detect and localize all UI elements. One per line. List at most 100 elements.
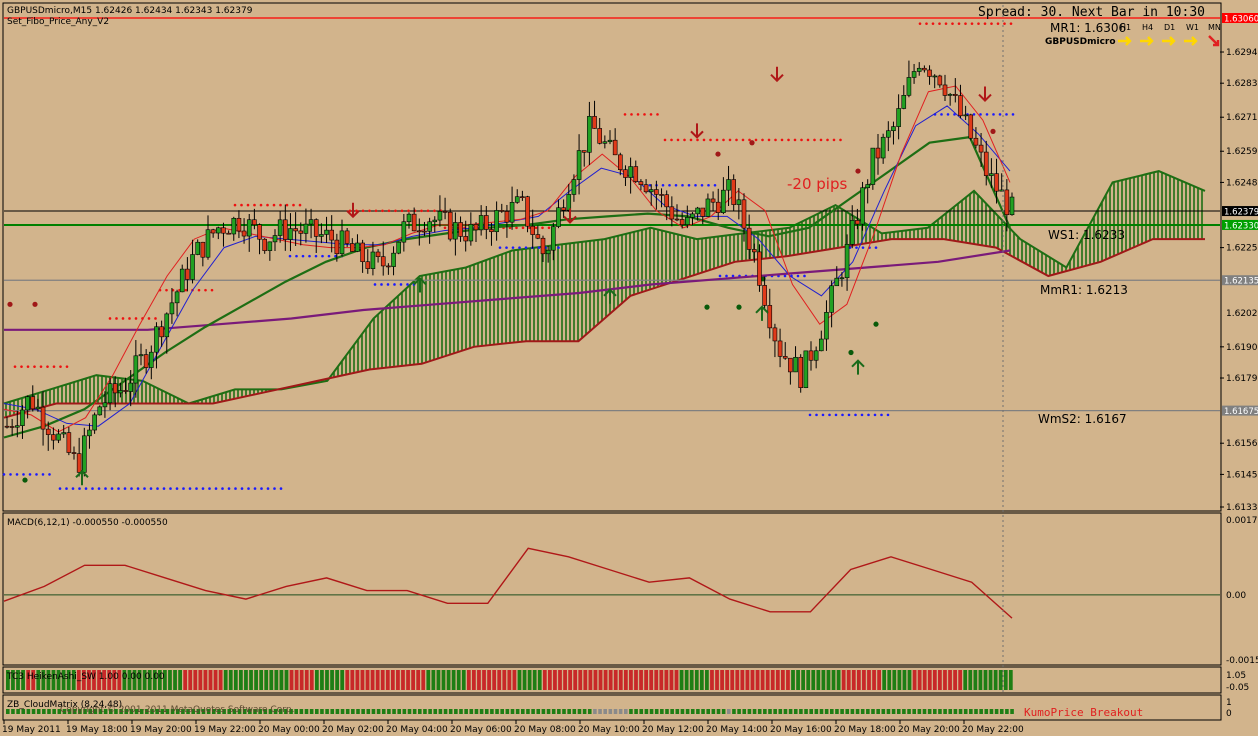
- candle-body: [674, 218, 680, 221]
- candle-body: [551, 226, 556, 251]
- sell-arrow-icon: [346, 202, 360, 219]
- candle-body: [514, 196, 520, 203]
- heiken-bar: [502, 670, 507, 690]
- heiken-bar: [558, 670, 562, 690]
- candle-body: [484, 215, 489, 230]
- signal-dot: [736, 304, 742, 310]
- level-dot: [722, 138, 725, 142]
- level-dot: [394, 209, 397, 213]
- time-tick-label: 20 May 22:00: [962, 725, 1024, 735]
- candle-body: [143, 354, 149, 368]
- cloud-matrix-bar: [793, 709, 798, 714]
- cloud-matrix-bar: [356, 709, 360, 714]
- heiken-bar: [355, 670, 360, 690]
- heiken-bar: [390, 670, 395, 690]
- candle-body: [777, 340, 783, 357]
- level-dot: [108, 317, 112, 320]
- cloud-matrix-bar: [876, 709, 880, 714]
- candle-body: [66, 432, 72, 453]
- time-tick-label: 19 May 2011: [2, 725, 61, 735]
- candle-body: [226, 232, 231, 235]
- candle-body: [169, 302, 175, 315]
- level-dot: [130, 487, 133, 490]
- heiken-bar: [446, 670, 451, 690]
- cloud-matrix-bar: [896, 709, 901, 714]
- level-dot: [247, 487, 250, 490]
- level-dot: [134, 317, 138, 320]
- candle-body: [746, 227, 752, 250]
- candle-body: [798, 357, 803, 388]
- heiken-bar: [786, 670, 790, 690]
- level-dot: [334, 254, 337, 258]
- candle-body: [994, 173, 999, 192]
- heiken-bar: [892, 670, 897, 690]
- cloud-matrix-bar: [232, 709, 237, 714]
- timeframe-label: W1: [1186, 23, 1199, 32]
- heiken-bar: [684, 670, 689, 690]
- heiken-bar: [705, 670, 709, 690]
- heiken-bar: [66, 670, 71, 690]
- heiken-bar: [583, 670, 588, 690]
- heiken-bar: [269, 670, 274, 690]
- candle-body: [360, 242, 365, 263]
- candle-body: [855, 220, 860, 225]
- candle-body: [612, 139, 618, 156]
- cloud-matrix-bar: [521, 709, 525, 714]
- heiken-bar: [649, 670, 654, 690]
- level-dot: [707, 183, 710, 187]
- level-dot: [128, 317, 131, 320]
- candle-body: [808, 350, 814, 361]
- level-dot: [670, 138, 673, 142]
- heiken-bar: [730, 670, 735, 690]
- cloud-matrix-bar: [26, 709, 31, 714]
- cloud-matrix-bar: [155, 709, 159, 714]
- level-dot: [796, 274, 800, 278]
- heiken-bar: [694, 670, 699, 690]
- candle-body: [685, 217, 690, 225]
- cloud-matrix-bar: [840, 709, 844, 714]
- candle-body: [628, 166, 633, 178]
- level-dot: [696, 138, 699, 142]
- candle-body: [350, 243, 355, 252]
- cloud-matrix-panel: [2, 694, 1222, 721]
- level-dot: [182, 487, 185, 490]
- candle-body: [35, 406, 41, 410]
- price-badge-label: 1.63060: [1224, 15, 1258, 25]
- candle-body: [308, 219, 314, 225]
- candle-body: [793, 357, 798, 373]
- candle-body: [246, 219, 252, 237]
- candle-body: [870, 147, 876, 185]
- heiken-bar: [163, 670, 167, 690]
- level-dot: [301, 254, 305, 258]
- cloud-matrix-bar: [443, 709, 448, 714]
- cloud-matrix-bar: [78, 709, 82, 714]
- candle-body: [386, 265, 391, 268]
- heiken-bar: [365, 670, 370, 690]
- cloud-matrix-bar: [927, 709, 932, 714]
- heiken-bar: [826, 670, 831, 690]
- heiken-bar: [137, 670, 142, 690]
- level-dot: [41, 473, 45, 476]
- candle-body: [231, 217, 237, 235]
- candle-body: [983, 151, 989, 176]
- cloud-matrix-bar: [835, 709, 839, 714]
- heiken-bar: [289, 670, 294, 690]
- cloud-matrix-bar: [366, 709, 371, 714]
- candle-body: [520, 196, 525, 198]
- candle-body: [272, 235, 278, 243]
- cloud-matrix-bar: [454, 709, 458, 714]
- signal-dot: [715, 151, 721, 157]
- candle-body: [576, 150, 582, 180]
- candle-body: [525, 196, 530, 227]
- cloud-matrix-bar: [181, 709, 185, 714]
- candle-body: [288, 228, 293, 240]
- level-dot: [136, 487, 140, 490]
- cloud-matrix-bar: [814, 709, 819, 714]
- candle-body: [76, 453, 82, 473]
- heiken-bar: [765, 670, 770, 690]
- heiken-bar: [436, 670, 441, 690]
- level-dot: [184, 288, 188, 292]
- candle-body: [947, 93, 953, 96]
- heiken-bar: [877, 670, 882, 690]
- cloud-matrix-bar: [572, 709, 577, 714]
